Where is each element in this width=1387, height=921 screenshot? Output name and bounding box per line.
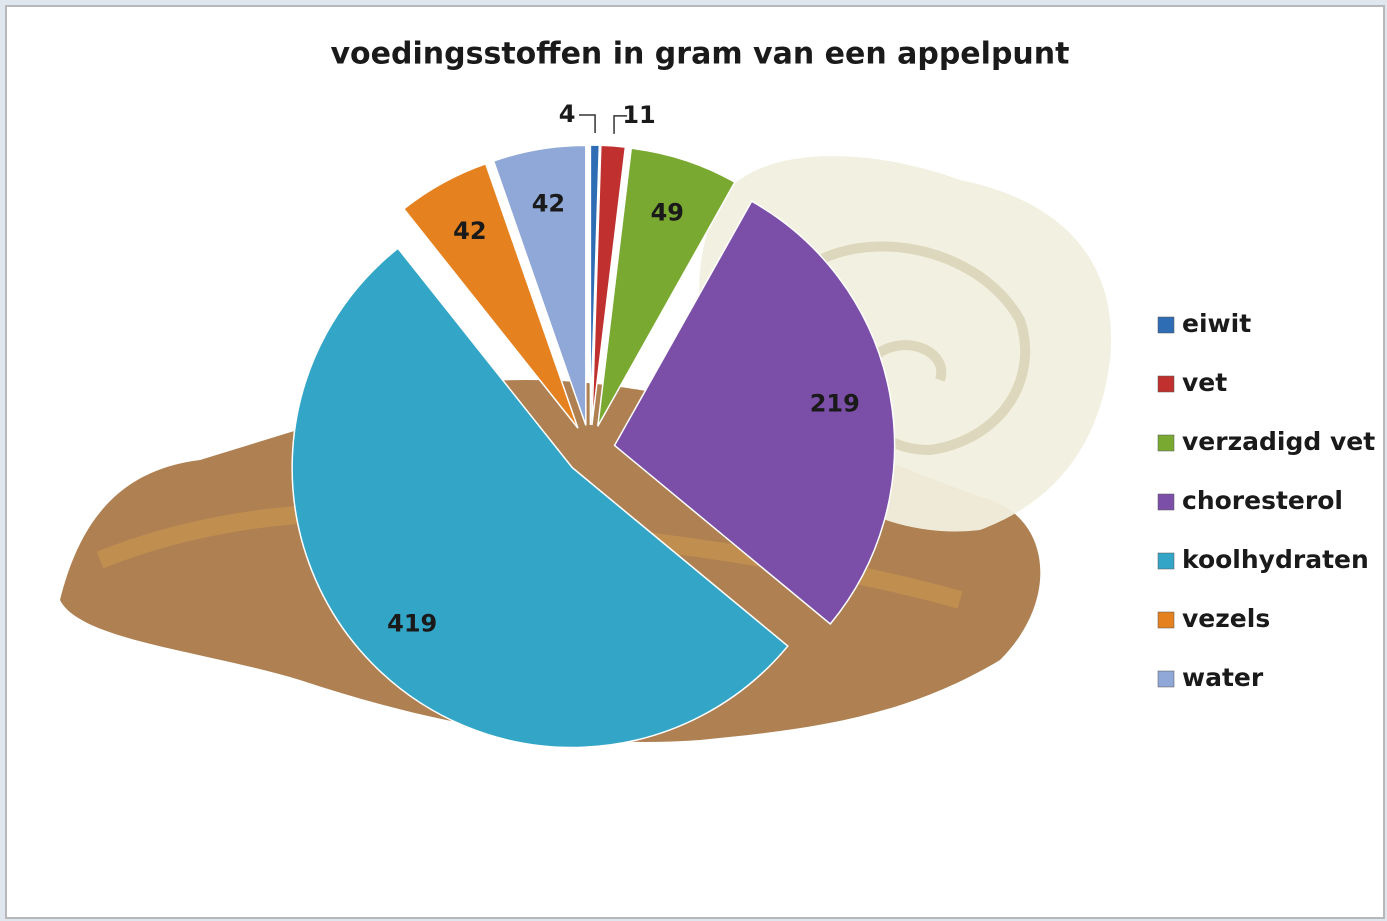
chart-title: voedingsstoffen in gram van een appelpun… (331, 37, 1070, 72)
legend-label: vezels (1182, 604, 1270, 633)
legend-label: koolhydraten (1182, 545, 1369, 574)
pie-slice (291, 247, 789, 749)
legend-label: verzadigd vet (1182, 427, 1375, 456)
legend-swatch (1157, 434, 1175, 452)
legend-label: eiwit (1182, 309, 1251, 338)
data-label: 219 (810, 389, 860, 417)
data-label: 42 (453, 217, 486, 245)
pie-slice (492, 144, 587, 426)
pie-slice (613, 200, 896, 626)
legend-swatch (1157, 670, 1175, 688)
data-label: 4 (559, 100, 576, 128)
legend-swatch (1157, 375, 1175, 393)
legend-swatch (1157, 552, 1175, 570)
pie-slice (589, 144, 601, 426)
pie-slice (597, 147, 736, 427)
pie-slice (591, 144, 627, 426)
legend-swatch (1157, 493, 1175, 511)
pie-slice (402, 162, 579, 429)
legend-label: vet (1182, 368, 1227, 397)
data-label: 49 (651, 198, 684, 226)
data-label: 11 (622, 101, 655, 129)
leader-line (579, 114, 596, 134)
data-label: 42 (532, 190, 565, 218)
leader-line (613, 115, 628, 134)
data-label: 419 (387, 609, 437, 637)
legend-swatch (1157, 316, 1175, 334)
legend-label: choresterol (1182, 486, 1343, 515)
legend-swatch (1157, 611, 1175, 629)
legend-label: water (1182, 663, 1264, 692)
